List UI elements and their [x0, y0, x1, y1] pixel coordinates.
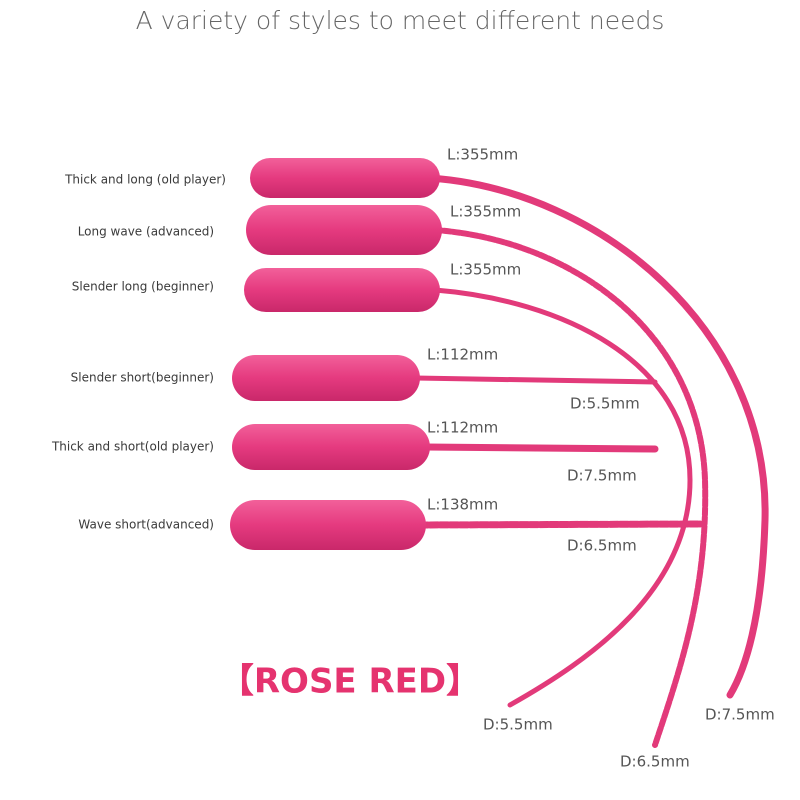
tail	[421, 443, 659, 453]
tail	[432, 227, 709, 748]
item-label: Thick and short(old player)	[51, 440, 214, 454]
tail	[426, 174, 769, 699]
product-body	[246, 205, 442, 255]
diameter-label: D:5.5mm	[570, 395, 640, 413]
item-label: Slender short(beginner)	[71, 371, 214, 385]
product-body	[232, 424, 430, 470]
length-label: L:112mm	[427, 346, 498, 364]
diameter-label: D:5.5mm	[483, 716, 553, 734]
item-label: Thick and long (old player)	[64, 173, 226, 187]
item-label: Long wave (advanced)	[78, 225, 214, 239]
diameter-label: D:7.5mm	[705, 706, 775, 724]
length-label: L:355mm	[450, 261, 521, 279]
length-label: L:355mm	[450, 203, 521, 221]
diameter-label: D:7.5mm	[567, 467, 637, 485]
diameter-label: D:6.5mm	[620, 753, 690, 771]
length-label: L:112mm	[427, 419, 498, 437]
diameter-label: D:6.5mm	[567, 537, 637, 555]
color-label: 【ROSE RED】	[220, 662, 480, 702]
product-body	[232, 355, 420, 401]
tail	[412, 375, 658, 385]
product-body	[244, 268, 440, 312]
product-body	[230, 500, 426, 550]
item-label: Wave short(advanced)	[78, 518, 214, 532]
tail	[432, 287, 693, 708]
item-label: Slender long (beginner)	[72, 280, 214, 294]
length-label: L:355mm	[447, 146, 518, 164]
title: A variety of styles to meet different ne…	[136, 6, 665, 35]
length-label: L:138mm	[427, 496, 498, 514]
tail	[416, 520, 704, 529]
product-body	[250, 158, 440, 198]
